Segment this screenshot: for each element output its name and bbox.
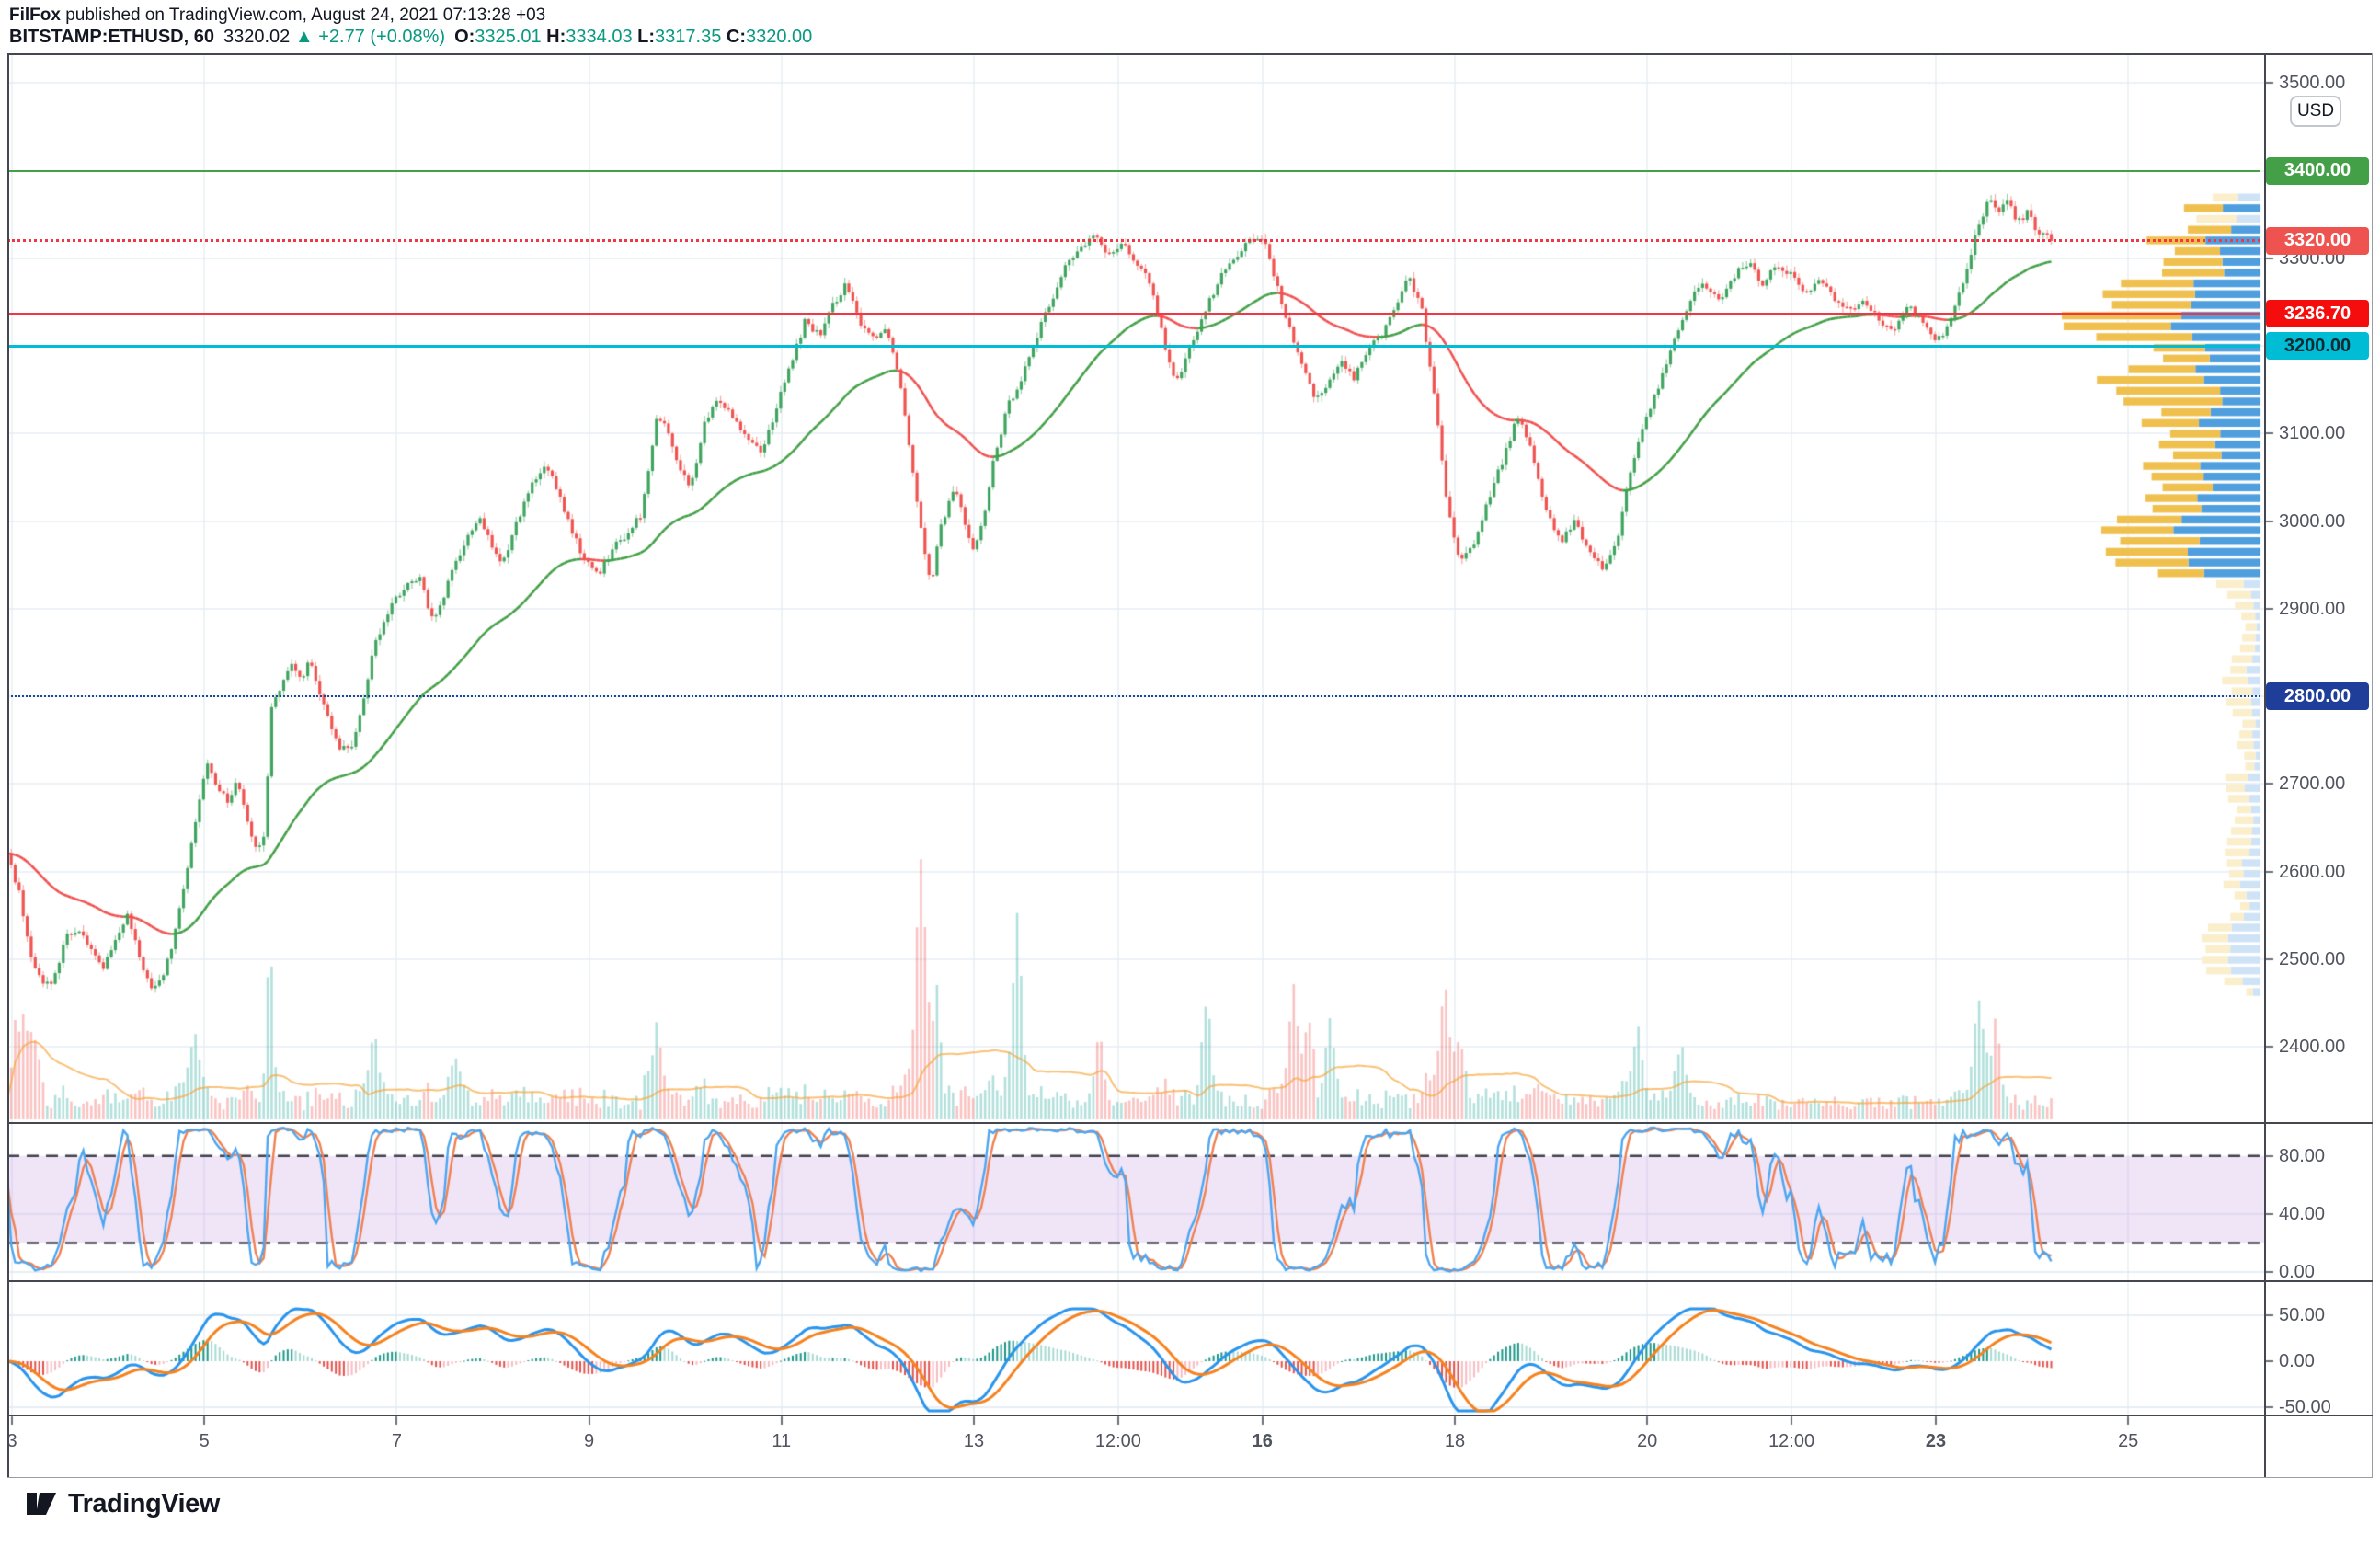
level-line-poc-line[interactable] xyxy=(7,313,2260,315)
price-tick-3000.00: 3000.00 xyxy=(2279,510,2346,532)
pane-border-left xyxy=(7,53,9,1477)
last-price: 3320.02 xyxy=(223,27,291,47)
price-tick-3100.00: 3100.00 xyxy=(2279,423,2346,444)
time-tick-13: 13 xyxy=(963,1431,985,1451)
close-value: 3320.00 xyxy=(745,27,813,47)
macd-tick-50.00: 50.00 xyxy=(2279,1305,2326,1325)
time-tick-12:00: 12:00 xyxy=(1094,1431,1141,1451)
price-change: +2.77 (+0.08%) xyxy=(318,27,446,47)
author-name: FilFox xyxy=(9,6,61,25)
low-value: 3317.35 xyxy=(655,27,722,47)
level-line-last-price[interactable] xyxy=(7,239,2260,243)
open-value: 3325.01 xyxy=(475,27,542,47)
price-pill-3400.00: 3400.00 xyxy=(2266,156,2369,185)
price-pill-3320.00: 3320.00 xyxy=(2266,226,2369,255)
pane-border-top xyxy=(7,53,2373,55)
price-pill-3200.00: 3200.00 xyxy=(2266,332,2369,360)
price-tick-2400.00: 2400.00 xyxy=(2279,1037,2346,1057)
time-tick-18: 18 xyxy=(1444,1431,1466,1451)
stoch-tick-0.00: 0.00 xyxy=(2279,1262,2315,1282)
high-label: H: xyxy=(546,27,566,47)
price-tick-2500.00: 2500.00 xyxy=(2279,948,2346,969)
time-tick-3: 3 xyxy=(6,1431,17,1451)
open-label: O: xyxy=(454,27,475,47)
price-tick-2600.00: 2600.00 xyxy=(2279,861,2346,882)
level-line-lower-support[interactable] xyxy=(7,695,2260,697)
stoch-tick-80.00: 80.00 xyxy=(2279,1145,2326,1166)
price-tick-2700.00: 2700.00 xyxy=(2279,774,2346,795)
time-tick-12:00: 12:00 xyxy=(1768,1431,1815,1451)
time-tick-16: 16 xyxy=(1252,1431,1273,1451)
macd-tick-0.00: 0.00 xyxy=(2279,1351,2315,1371)
price-tick-3500.00: 3500.00 xyxy=(2279,73,2346,94)
bottom-border xyxy=(7,1477,2373,1478)
price-axis-separator[interactable] xyxy=(2264,53,2266,1477)
symbol-status-row: BITSTAMP:ETHUSD, 60 3320.02 ▲ +2.77 (+0.0… xyxy=(9,27,812,48)
time-tick-23: 23 xyxy=(1925,1431,1947,1451)
symbol-name[interactable]: BITSTAMP:ETHUSD, 60 xyxy=(9,27,214,47)
tradingview-logo[interactable]: TradingView xyxy=(24,1486,220,1521)
low-label: L: xyxy=(637,27,656,47)
up-arrow-icon: ▲ xyxy=(294,27,314,47)
publish-info: FilFox published on TradingView.com, Aug… xyxy=(9,6,545,26)
macd-tick--50.00: -50.00 xyxy=(2279,1397,2331,1417)
pane-divider-stoch[interactable] xyxy=(7,1122,2373,1124)
high-value: 3334.03 xyxy=(566,27,633,47)
logo-icon xyxy=(27,1493,56,1515)
pane-divider-macd[interactable] xyxy=(7,1280,2373,1282)
close-label: C: xyxy=(726,27,746,47)
time-tick-25: 25 xyxy=(2118,1431,2139,1451)
time-tick-20: 20 xyxy=(1637,1431,1658,1451)
price-pill-2800.00: 2800.00 xyxy=(2266,682,2369,710)
price-pill-3236.70: 3236.70 xyxy=(2266,300,2369,328)
level-line-support[interactable] xyxy=(7,344,2260,348)
time-tick-7: 7 xyxy=(391,1431,402,1451)
time-tick-5: 5 xyxy=(199,1431,210,1451)
time-tick-11: 11 xyxy=(772,1431,792,1451)
time-axis-separator xyxy=(7,1415,2373,1416)
stoch-tick-40.00: 40.00 xyxy=(2279,1203,2326,1224)
publish-text: published on TradingView.com, August 24,… xyxy=(60,6,546,25)
pane-border-right xyxy=(2372,53,2373,1477)
currency-toggle-button[interactable]: USD xyxy=(2290,96,2341,127)
level-line-resistance[interactable] xyxy=(7,169,2260,172)
price-tick-2900.00: 2900.00 xyxy=(2279,598,2346,619)
logo-text: TradingView xyxy=(68,1488,220,1518)
time-tick-9: 9 xyxy=(584,1431,595,1451)
